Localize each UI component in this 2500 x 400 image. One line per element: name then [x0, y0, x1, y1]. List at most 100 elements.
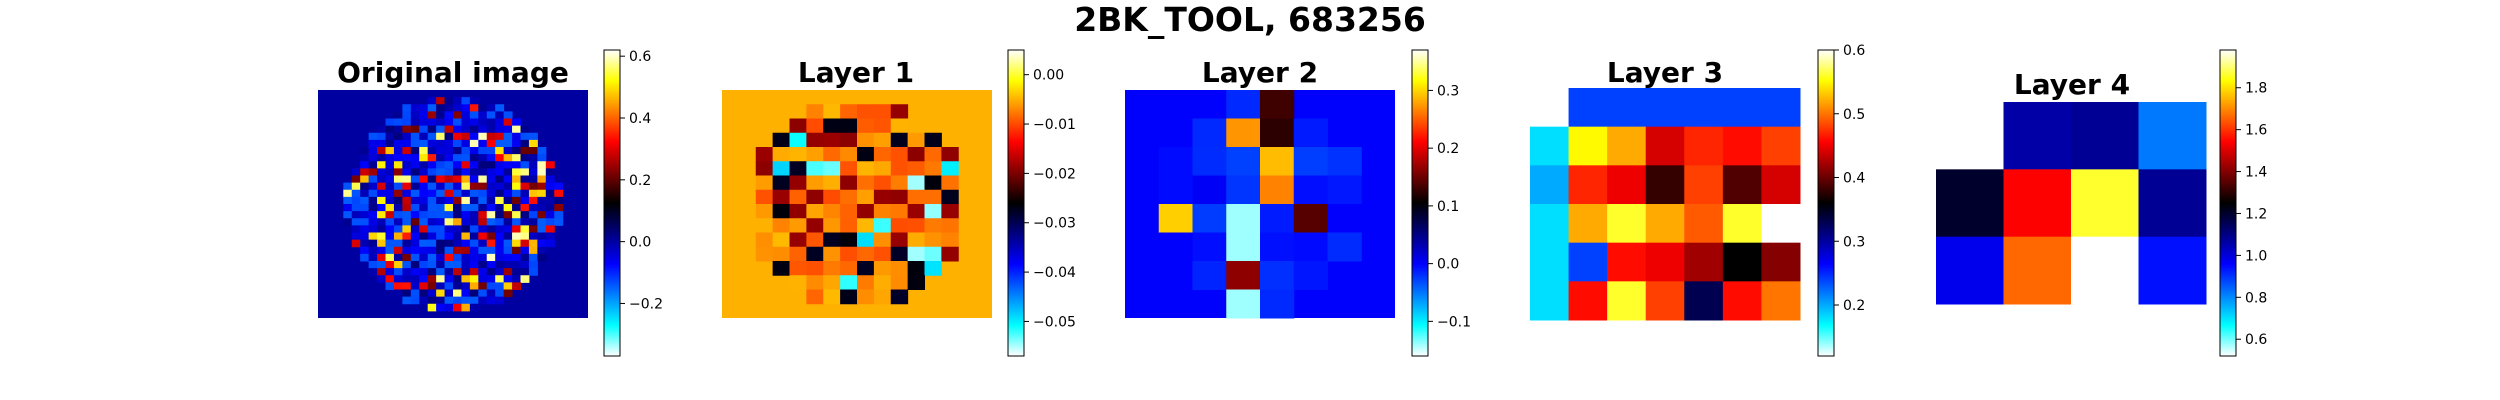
heatmap [318, 90, 588, 318]
heatmap-cell [545, 182, 555, 191]
heatmap-cell [495, 111, 505, 119]
heatmap-cell [528, 132, 538, 141]
heatmap-cell [1226, 175, 1261, 205]
heatmap-cell [453, 268, 462, 276]
heatmap-cell [478, 111, 488, 119]
heatmap-cell [385, 118, 395, 127]
heatmap-cell [444, 218, 454, 226]
heatmap-cell [806, 289, 824, 305]
heatmap-cell [840, 232, 858, 248]
heatmap-cell [1192, 232, 1227, 262]
heatmap-cell [1530, 165, 1570, 205]
heatmap-cell [393, 182, 403, 191]
heatmap-cell [419, 139, 429, 148]
heatmap-cell [453, 125, 462, 134]
heatmap-cell [486, 111, 496, 119]
heatmap-cell [941, 232, 959, 248]
heatmap-cell [772, 218, 790, 233]
heatmap-cell [772, 175, 790, 191]
heatmap-cell [520, 218, 530, 226]
heatmap-cell [377, 189, 386, 198]
heatmap-cell [528, 161, 538, 169]
heatmap-cell [512, 225, 521, 233]
heatmap-cell [941, 218, 959, 233]
heatmap-cell [545, 211, 555, 219]
panel-title: Layer 3 [1607, 56, 1723, 89]
heatmap-cell [486, 118, 496, 127]
heatmap-cell [444, 97, 454, 105]
heatmap-cell [823, 204, 841, 219]
heatmap-cell [1607, 126, 1647, 166]
colorbar-tick-label: 1.8 [2245, 81, 2267, 97]
heatmap-cell [772, 232, 790, 248]
heatmap-cell [1158, 204, 1193, 233]
heatmap-cell [503, 196, 513, 205]
heatmap-cell [377, 253, 386, 262]
heatmap-cell [537, 232, 547, 241]
heatmap-cell [486, 147, 496, 155]
heatmap-cell [512, 168, 521, 176]
heatmap-cell [503, 275, 513, 283]
heatmap-cell [503, 232, 513, 241]
heatmap-cell [393, 225, 403, 233]
heatmap-cell [1761, 281, 1801, 321]
heatmap-cell [436, 189, 446, 198]
heatmap-cell [789, 175, 807, 191]
heatmap-cell [503, 268, 513, 276]
heatmap-cell [385, 154, 395, 162]
heatmap-cell [385, 204, 395, 212]
heatmap-cell [823, 104, 841, 119]
heatmap-cell [444, 261, 454, 269]
heatmap-cell [1260, 261, 1295, 290]
heatmap-cell [360, 147, 370, 155]
colorbar: 0.6 0.8 1.0 1.2 1.4 1.6 1.8 [2219, 49, 2267, 357]
heatmap-cell [360, 246, 370, 255]
heatmap-cell [478, 154, 488, 162]
heatmap-cell [495, 104, 505, 112]
heatmap-cell [419, 218, 429, 226]
heatmap-cell [840, 218, 858, 233]
heatmap-cell [427, 97, 437, 105]
heatmap-cell [486, 189, 496, 198]
heatmap-cell [789, 246, 807, 262]
heatmap-cell [469, 218, 479, 226]
heatmap-cell [806, 147, 824, 162]
heatmap-cell [537, 168, 547, 176]
heatmap-cell [351, 168, 361, 176]
heatmap-cell [823, 161, 841, 176]
heatmap-cell [1645, 281, 1685, 321]
heatmap-cell [520, 139, 530, 148]
heatmap-cell [486, 161, 496, 169]
heatmap-cell [554, 204, 564, 212]
heatmap-cell [444, 303, 454, 312]
heatmap-cell [377, 196, 386, 205]
heatmap-cell [503, 168, 513, 176]
heatmap-cell [486, 196, 496, 205]
heatmap-cell [512, 204, 521, 212]
heatmap-cell [427, 239, 437, 248]
heatmap-cell [469, 125, 479, 134]
heatmap-cell [924, 204, 942, 219]
heatmap-cell [453, 147, 462, 155]
heatmap-cell [436, 268, 446, 276]
heatmap-cell [924, 246, 942, 262]
heatmap-cell [469, 104, 479, 112]
heatmap-cell [755, 161, 774, 176]
heatmap-cell [360, 182, 370, 191]
heatmap-cell [453, 296, 462, 305]
heatmap-cell [486, 182, 496, 191]
figure-title: 2BK_TOOL, 683256 [1074, 0, 1426, 39]
heatmap-cell [402, 111, 412, 119]
heatmap-cell [823, 246, 841, 262]
heatmap-cell [351, 218, 361, 226]
heatmap-cell [840, 132, 858, 148]
heatmap-cell [453, 289, 462, 298]
heatmap-cell [520, 275, 530, 283]
heatmap-cell [436, 218, 446, 226]
heatmap-cell [393, 154, 403, 162]
heatmap-cell [385, 282, 395, 290]
heatmap-cell [469, 204, 479, 212]
heatmap-cell [410, 118, 420, 127]
heatmap-cell [857, 218, 875, 233]
heatmap-cell [436, 211, 446, 219]
